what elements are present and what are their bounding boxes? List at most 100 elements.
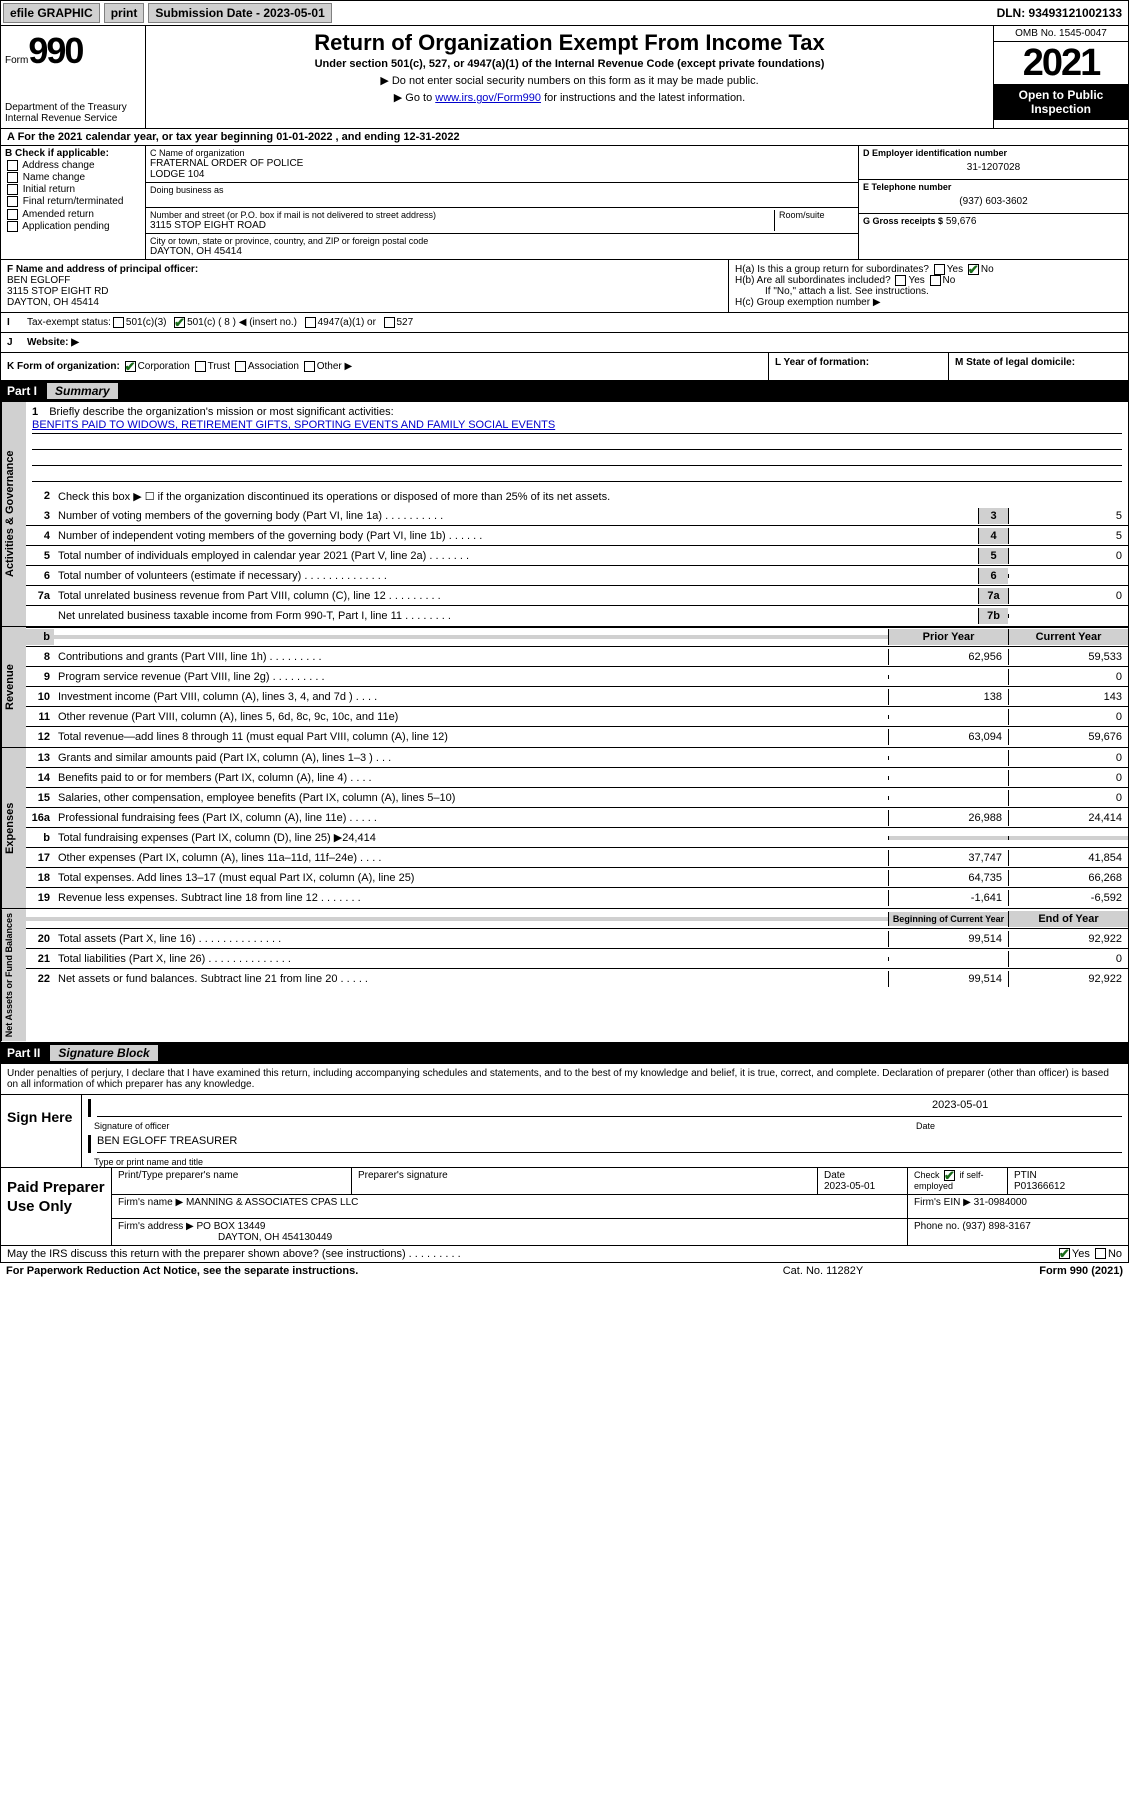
dept-label: Department of the Treasury (5, 102, 141, 113)
state-domicile: M State of legal domicile: (948, 353, 1128, 380)
addr-label: Number and street (or P.O. box if mail i… (150, 210, 774, 220)
top-bar: efile GRAPHIC print Submission Date - 20… (0, 0, 1129, 26)
expenses-section: Expenses 13Grants and similar amounts pa… (0, 748, 1129, 909)
h-b: H(b) Are all subordinates included? Yes … (735, 275, 1122, 286)
col-c-org: C Name of organization FRATERNAL ORDER O… (146, 146, 858, 259)
ptin-value: P01366612 (1014, 1181, 1122, 1192)
firm-name-label: Firm's name ▶ (118, 1197, 183, 1208)
ha-yes[interactable] (934, 264, 945, 275)
year-formation: L Year of formation: (768, 353, 948, 380)
firm-addr1: PO BOX 13449 (197, 1221, 266, 1232)
summary-line: 14Benefits paid to or for members (Part … (26, 768, 1128, 788)
chk-501c3[interactable] (113, 317, 124, 328)
sign-here-block: Sign Here 2023-05-01 Signature of office… (0, 1095, 1129, 1168)
hb-yes[interactable] (895, 275, 906, 286)
signer-name-label: Type or print name and title (82, 1157, 1128, 1167)
chk-527[interactable] (384, 317, 395, 328)
chk-address-change[interactable]: Address change (5, 160, 141, 171)
chk-4947[interactable] (305, 317, 316, 328)
bocy-header: Beginning of Current Year (888, 912, 1008, 926)
sig-officer-label: Signature of officer (94, 1121, 916, 1131)
preparer-sig-label: Preparer's signature (352, 1168, 818, 1194)
org-name-label: C Name of organization (150, 148, 854, 158)
mission-block: 1 Briefly describe the organization's mi… (26, 402, 1128, 486)
city-label: City or town, state or province, country… (150, 236, 854, 246)
form-title: Return of Organization Exempt From Incom… (150, 30, 989, 56)
tel-value: (937) 603-3602 (863, 192, 1124, 211)
officer-addr2: DAYTON, OH 45414 (7, 297, 722, 308)
summary-line: 17Other expenses (Part IX, column (A), l… (26, 848, 1128, 868)
row-klm: K Form of organization: Corporation Trus… (0, 353, 1129, 381)
chk-self-employed[interactable] (944, 1170, 955, 1181)
chk-amended[interactable]: Amended return (5, 209, 141, 220)
summary-line: 3Number of voting members of the governi… (26, 506, 1128, 526)
net-assets-section: Net Assets or Fund Balances Beginning of… (0, 909, 1129, 1042)
discuss-yes[interactable] (1059, 1248, 1070, 1259)
preparer-date: 2023-05-01 (824, 1181, 901, 1192)
instr-goto: ▶ Go to www.irs.gov/Form990 for instruct… (150, 91, 989, 104)
summary-line: 11Other revenue (Part VIII, column (A), … (26, 707, 1128, 727)
chk-trust[interactable] (195, 361, 206, 372)
eoy-header: End of Year (1008, 911, 1128, 927)
org-city: DAYTON, OH 45414 (150, 246, 854, 257)
org-name: FRATERNAL ORDER OF POLICE (150, 158, 854, 169)
row-a-tax-year: A For the 2021 calendar year, or tax yea… (0, 129, 1129, 146)
form-number: 990 (28, 30, 82, 71)
gross-value: 59,676 (946, 216, 977, 227)
phone-label: Phone no. (914, 1221, 960, 1232)
h-c: H(c) Group exemption number ▶ (735, 297, 1122, 308)
prior-year-header: Prior Year (888, 629, 1008, 645)
print-button[interactable]: print (104, 3, 145, 23)
paperwork-notice: For Paperwork Reduction Act Notice, see … (6, 1265, 723, 1277)
discuss-no[interactable] (1095, 1248, 1106, 1259)
chk-other[interactable] (304, 361, 315, 372)
irs-link[interactable]: www.irs.gov/Form990 (435, 92, 541, 104)
firm-ein: 31-0984000 (974, 1197, 1027, 1208)
vtab-net-assets: Net Assets or Fund Balances (1, 909, 26, 1041)
tax-year: 2021 (994, 42, 1128, 84)
self-employed-label: Check if self-employed (908, 1168, 1008, 1194)
sign-here-label: Sign Here (1, 1095, 81, 1167)
chk-assoc[interactable] (235, 361, 246, 372)
chk-corp[interactable] (125, 361, 136, 372)
section-entity-info: B Check if applicable: Address change Na… (0, 146, 1129, 260)
hb-no[interactable] (930, 275, 941, 286)
instr-no-ssn: ▶ Do not enter social security numbers o… (150, 74, 989, 87)
governance-section: Activities & Governance 1 Briefly descri… (0, 402, 1129, 627)
summary-line: 21Total liabilities (Part X, line 26) . … (26, 949, 1128, 969)
summary-line: Net unrelated business taxable income fr… (26, 606, 1128, 626)
chk-final-return[interactable]: Final return/terminated (5, 196, 141, 207)
firm-addr-label: Firm's address ▶ (118, 1221, 194, 1232)
org-name2: LODGE 104 (150, 169, 854, 180)
org-addr: 3115 STOP EIGHT ROAD (150, 220, 774, 231)
paid-preparer-label: Paid Preparer Use Only (1, 1168, 111, 1245)
chk-application-pending[interactable]: Application pending (5, 221, 141, 232)
summary-line: 9Program service revenue (Part VIII, lin… (26, 667, 1128, 687)
dln-label: DLN: 93493121002133 (991, 4, 1128, 22)
chk-name-change[interactable]: Name change (5, 172, 141, 183)
chk-initial-return[interactable]: Initial return (5, 184, 141, 195)
vtab-expenses: Expenses (1, 748, 26, 908)
summary-line: 8Contributions and grants (Part VIII, li… (26, 647, 1128, 667)
tel-label: E Telephone number (863, 182, 1124, 192)
mission-text[interactable]: BENFITS PAID TO WIDOWS, RETIREMENT GIFTS… (32, 419, 555, 431)
cat-no: Cat. No. 11282Y (723, 1265, 923, 1277)
officer-addr1: 3115 STOP EIGHT RD (7, 286, 722, 297)
ha-no[interactable] (968, 264, 979, 275)
form-990-footer: Form 990 (2021) (923, 1265, 1123, 1277)
ein-label: D Employer identification number (863, 148, 1124, 158)
omb-number: OMB No. 1545-0047 (994, 26, 1128, 42)
open-inspection: Open to Public Inspection (994, 84, 1128, 120)
col-b-checkboxes: B Check if applicable: Address change Na… (1, 146, 146, 259)
signer-name: BEN EGLOFF TREASURER (97, 1135, 1122, 1153)
preparer-date-label: Date (824, 1170, 901, 1181)
chk-501c[interactable] (174, 317, 185, 328)
summary-line: 10Investment income (Part VIII, column (… (26, 687, 1128, 707)
check-b-label: B Check if applicable: (5, 148, 141, 159)
summary-line: 13Grants and similar amounts paid (Part … (26, 748, 1128, 768)
room-label: Room/suite (779, 210, 854, 220)
discuss-row: May the IRS discuss this return with the… (0, 1246, 1129, 1263)
paid-preparer-block: Paid Preparer Use Only Print/Type prepar… (0, 1168, 1129, 1246)
firm-addr2: DAYTON, OH 454130449 (118, 1232, 901, 1243)
col-de: D Employer identification number 31-1207… (858, 146, 1128, 259)
